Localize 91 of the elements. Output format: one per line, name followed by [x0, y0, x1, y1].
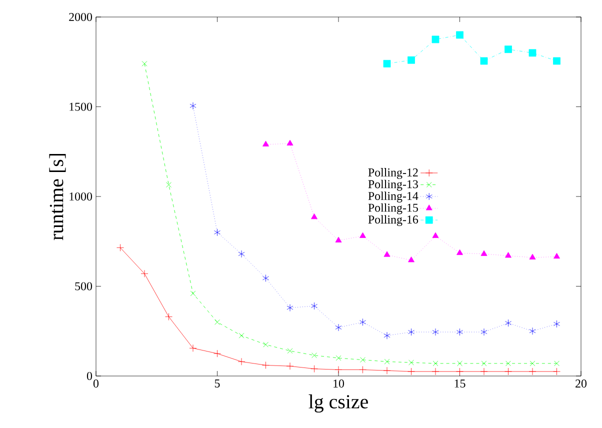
- y-axis-title: runtime [s]: [49, 154, 66, 240]
- point: [456, 328, 463, 336]
- point: [311, 213, 318, 220]
- point: [456, 249, 463, 255]
- point: [408, 256, 414, 262]
- point: [335, 236, 342, 242]
- y-tick-label: 0: [86, 372, 92, 380]
- point: [505, 319, 512, 327]
- point: [457, 360, 462, 366]
- point: [190, 102, 196, 110]
- point: [238, 250, 245, 258]
- point: [262, 362, 270, 369]
- x-axis-title: lg csize: [308, 394, 368, 413]
- legend-label: Polling-15: [368, 203, 418, 214]
- point: [286, 362, 294, 370]
- point: [312, 352, 317, 358]
- point: [384, 358, 390, 364]
- x-tick-label: 15: [454, 380, 466, 388]
- point: [506, 360, 511, 366]
- point: [554, 252, 560, 259]
- point: [408, 56, 415, 64]
- y-tick-label: 500: [75, 282, 92, 290]
- point: [480, 250, 488, 256]
- point: [214, 319, 220, 325]
- point: [530, 360, 536, 366]
- point: [554, 320, 560, 328]
- point: [432, 36, 440, 44]
- point: [480, 368, 488, 376]
- point: [529, 254, 536, 260]
- point: [408, 360, 414, 366]
- point: [553, 57, 560, 65]
- point: [432, 328, 439, 336]
- point: [504, 46, 512, 54]
- legend-label: Polling-12: [368, 168, 418, 179]
- x-tick-label: 10: [334, 380, 344, 388]
- point: [287, 348, 293, 354]
- point: [335, 324, 342, 332]
- point: [189, 344, 197, 352]
- point: [432, 368, 440, 376]
- point: [140, 270, 148, 278]
- point: [360, 232, 366, 238]
- point: [456, 31, 464, 39]
- point: [384, 251, 390, 257]
- y-tick-label: 2000: [69, 12, 92, 22]
- point: [360, 357, 366, 363]
- point: [214, 228, 220, 236]
- x-tick-label: 5: [214, 380, 220, 388]
- point: [480, 57, 488, 65]
- point: [554, 360, 560, 366]
- x-tick-label: 20: [576, 380, 587, 388]
- point: [456, 368, 464, 376]
- legend-label: Polling-16: [368, 215, 418, 226]
- y-tick-label: 1500: [70, 102, 92, 111]
- point: [336, 355, 342, 361]
- point: [190, 290, 196, 296]
- point: [116, 244, 124, 252]
- point: [408, 368, 415, 376]
- point: [383, 366, 391, 374]
- point: [359, 366, 366, 374]
- point: [238, 332, 244, 338]
- point: [481, 360, 487, 366]
- point: [286, 304, 294, 312]
- point: [165, 313, 172, 320]
- point: [286, 140, 294, 146]
- point: [334, 366, 342, 374]
- x-tick-label: 0: [93, 380, 99, 388]
- point: [408, 328, 414, 336]
- point: [529, 327, 536, 335]
- point: [384, 332, 390, 340]
- point: [214, 350, 221, 358]
- point: [432, 360, 438, 366]
- point: [505, 252, 512, 258]
- point: [263, 342, 268, 348]
- point: [166, 182, 172, 188]
- point: [383, 60, 391, 68]
- point: [262, 140, 269, 146]
- point: [360, 318, 366, 326]
- point: [528, 49, 536, 57]
- point: [432, 232, 439, 238]
- legend-label: Polling-13: [368, 180, 418, 191]
- y-tick-label: 1000: [70, 192, 92, 201]
- point: [528, 368, 536, 376]
- point: [310, 365, 318, 373]
- point: [311, 302, 318, 310]
- point: [262, 274, 269, 282]
- point: [142, 60, 148, 66]
- legend-label: Polling-14: [368, 192, 418, 202]
- point: [480, 328, 488, 336]
- point: [238, 358, 246, 366]
- point: [553, 368, 560, 376]
- point: [504, 368, 512, 376]
